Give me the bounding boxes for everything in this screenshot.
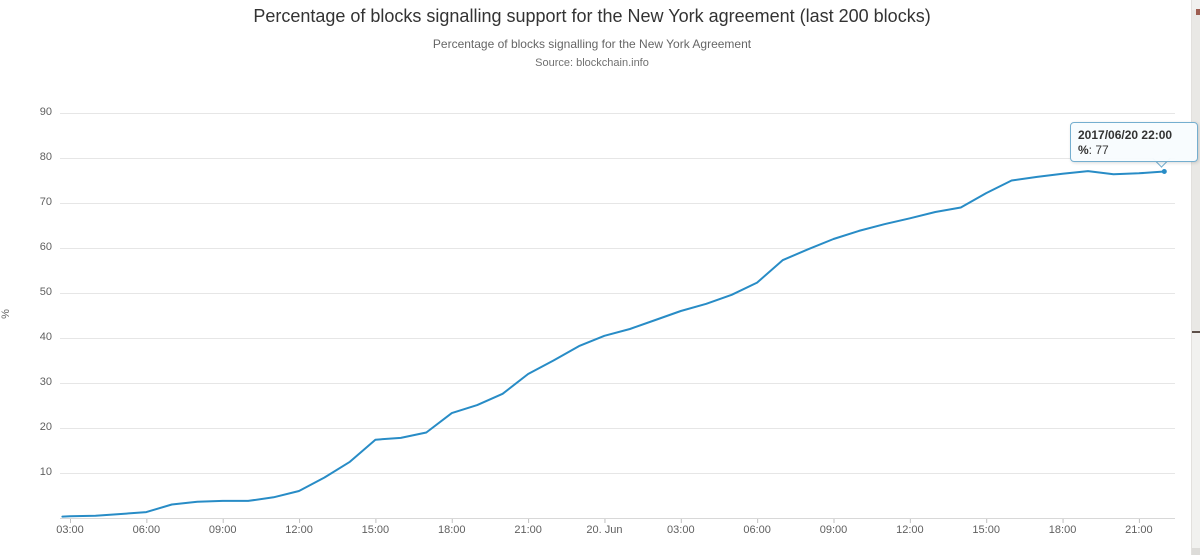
x-axis-label: 21:00 (514, 524, 542, 536)
y-axis-label: 80 (39, 151, 52, 163)
x-axis-label: 03:00 (667, 524, 695, 536)
y-axis-label: 30 (39, 376, 52, 388)
x-axis-label: 09:00 (208, 524, 237, 536)
y-axis-label: 50 (39, 286, 52, 298)
x-axis-label: 06:00 (132, 524, 161, 536)
scrollbar-thumb[interactable] (1192, 10, 1200, 333)
y-axis-label: 40 (39, 331, 52, 343)
y-axis-label: 20 (39, 421, 52, 433)
tooltip-value-row: %: 77 (1078, 143, 1190, 157)
x-axis-label: 15:00 (972, 524, 1000, 536)
y-axis-label: 90 (39, 106, 52, 118)
x-axis-label: 20. Jun (586, 524, 623, 536)
series-line[interactable] (61, 170, 1166, 518)
tooltip: 2017/06/20 22:00 %: 77 (1070, 122, 1198, 162)
x-axis-label: 15:00 (361, 524, 390, 536)
x-axis-label: 03:00 (56, 524, 84, 536)
scrollbar-artifact-dot (1196, 9, 1200, 15)
y-axis-label: 10 (39, 466, 52, 478)
tooltip-value: 77 (1095, 143, 1109, 157)
x-axis-label: 18:00 (1048, 524, 1077, 536)
x-axis-label: 09:00 (819, 524, 848, 536)
x-axis-label: 12:00 (896, 524, 924, 536)
y-axis-label: 60 (39, 241, 52, 253)
chart-subtitle: Percentage of blocks signalling for the … (432, 37, 752, 51)
x-axis-label: 21:00 (1125, 524, 1153, 536)
hovered-point-marker[interactable] (1161, 169, 1167, 174)
tooltip-header: 2017/06/20 22:00 (1078, 128, 1173, 142)
x-axis-label: 18:00 (437, 524, 466, 536)
vertical-scrollbar[interactable] (1191, 0, 1200, 555)
x-axis-label: 12:00 (285, 524, 313, 536)
tooltip-series-label: % (1078, 143, 1089, 157)
scrollbar-corner (1192, 548, 1200, 555)
chart-title: Percentage of blocks signalling support … (253, 6, 931, 26)
chart-source-credit: Source: blockchain.info (535, 57, 649, 69)
y-axis-label: 70 (39, 196, 52, 208)
x-axis-label: 06:00 (743, 524, 771, 536)
tooltip-separator: : (1088, 143, 1096, 157)
